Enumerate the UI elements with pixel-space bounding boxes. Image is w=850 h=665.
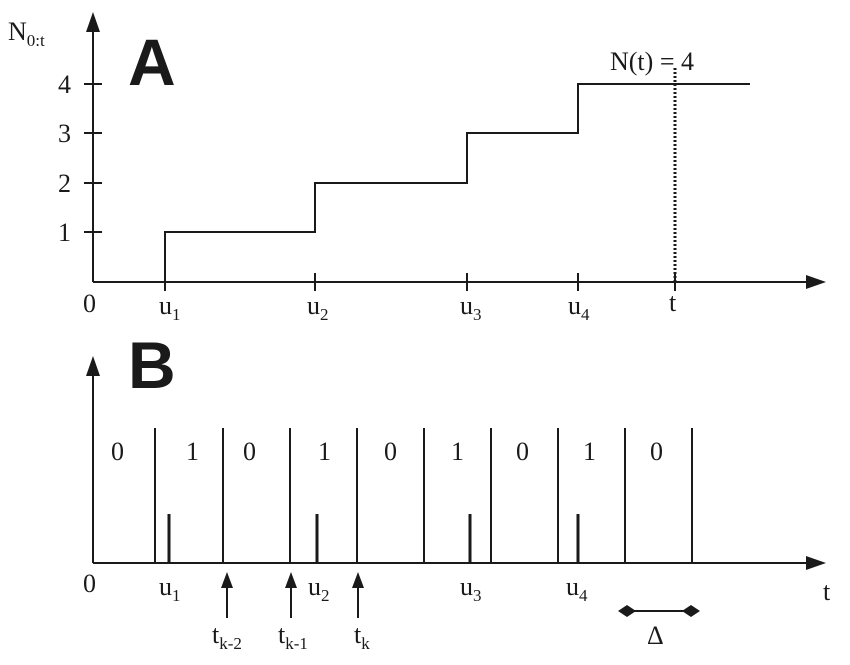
bin-value: 0 bbox=[111, 437, 124, 466]
y-tick-label-3: 3 bbox=[58, 119, 71, 148]
panel-a bbox=[84, 12, 826, 291]
event-label-u1: u1 bbox=[159, 572, 181, 605]
panel-a-y-axis-arrowhead bbox=[86, 12, 100, 32]
panel-a-origin-label: 0 bbox=[83, 289, 96, 318]
delta-label: Δ bbox=[647, 621, 664, 650]
time-label-tk: tk bbox=[354, 620, 370, 653]
panel-b-y-axis-arrowhead bbox=[86, 356, 100, 376]
bin-value: 1 bbox=[451, 437, 464, 466]
event-label-u4: u4 bbox=[566, 572, 588, 605]
bin-value: 0 bbox=[384, 437, 397, 466]
panel-a-letter: A bbox=[128, 25, 176, 99]
panel-b-x-axis-arrowhead bbox=[806, 556, 826, 570]
bin-value: 1 bbox=[186, 437, 199, 466]
bin-value: 0 bbox=[650, 437, 663, 466]
panel-b-origin-label: 0 bbox=[83, 569, 96, 598]
y-tick-label-1: 1 bbox=[58, 218, 71, 247]
y-tick-label-4: 4 bbox=[58, 70, 71, 99]
x-tick-label-u4: u4 bbox=[568, 291, 590, 324]
time-label-tk-1: tk-1 bbox=[278, 620, 308, 653]
panel-b bbox=[86, 356, 826, 618]
bin-value: 0 bbox=[243, 437, 256, 466]
panel-a-y-axis-label: N0:t bbox=[8, 17, 45, 50]
arrowhead-tk bbox=[352, 572, 364, 588]
count-annotation: N(t) = 4 bbox=[610, 47, 694, 76]
bin-value: 0 bbox=[516, 437, 529, 466]
arrowhead-tk-1 bbox=[285, 572, 297, 588]
panel-b-letter: B bbox=[128, 328, 176, 402]
bin-value: 1 bbox=[318, 437, 331, 466]
counting-process-step-line bbox=[164, 83, 750, 282]
bin-value: 1 bbox=[583, 437, 596, 466]
x-tick-label-u2: u2 bbox=[307, 291, 329, 324]
delta-right-diamond bbox=[682, 605, 700, 617]
time-label-tk-2: tk-2 bbox=[212, 620, 242, 653]
x-tick-label-t: t bbox=[669, 288, 677, 317]
delta-left-diamond bbox=[618, 605, 636, 617]
panel-a-x-axis-arrowhead bbox=[806, 275, 826, 289]
x-tick-label-u3: u3 bbox=[460, 291, 482, 324]
event-label-u2: u2 bbox=[308, 572, 330, 605]
arrowhead-tk-2 bbox=[221, 572, 233, 588]
x-tick-label-u1: u1 bbox=[159, 291, 181, 324]
panel-b-x-axis-label: t bbox=[823, 577, 831, 606]
event-label-u3: u3 bbox=[460, 572, 482, 605]
y-tick-label-2: 2 bbox=[58, 169, 71, 198]
